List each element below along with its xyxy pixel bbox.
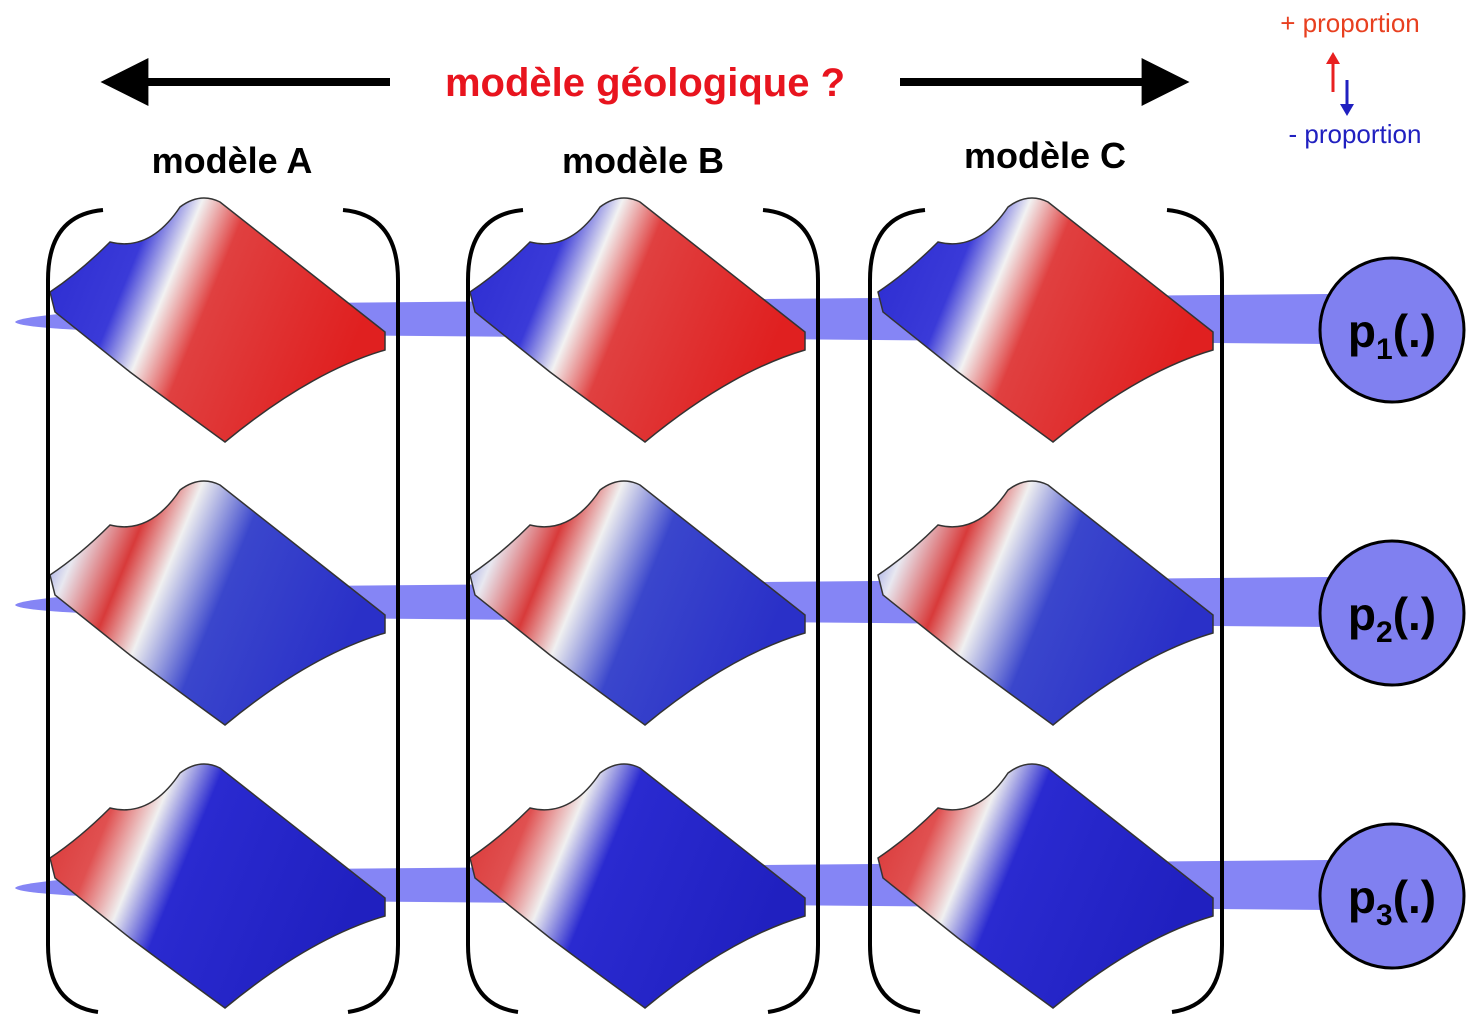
model-label: modèle C [964, 135, 1126, 176]
surface [470, 198, 805, 442]
node-base: p [1348, 305, 1376, 357]
surfaces [50, 198, 1213, 1008]
proportion-circles: p1(.)p2(.)p3(.) [1320, 258, 1464, 968]
model-label: modèle B [562, 140, 724, 181]
proportion-node: p1(.) [1320, 258, 1464, 402]
node-sub: 3 [1376, 899, 1393, 932]
node-label: p1(.) [1348, 305, 1436, 366]
model-label: modèle A [152, 140, 313, 181]
surface [470, 481, 805, 725]
surface [50, 764, 385, 1008]
node-rest: (.) [1393, 871, 1436, 923]
node-label: p3(.) [1348, 871, 1436, 932]
node-label: p2(.) [1348, 588, 1436, 649]
arrow-up-head [1326, 52, 1340, 64]
diagram: modèle géologique ? + proportion - propo… [0, 0, 1472, 1015]
legend-plus: + proportion [1280, 8, 1419, 38]
surface [878, 481, 1213, 725]
proportion-node: p2(.) [1320, 541, 1464, 685]
node-rest: (.) [1393, 305, 1436, 357]
surface [878, 198, 1213, 442]
node-sub: 1 [1376, 333, 1393, 366]
node-base: p [1348, 871, 1376, 923]
surface [470, 764, 805, 1008]
surface [50, 198, 385, 442]
surface [878, 764, 1213, 1008]
surface [50, 481, 385, 725]
node-base: p [1348, 588, 1376, 640]
title: modèle géologique ? [445, 61, 845, 105]
proportion-node: p3(.) [1320, 824, 1464, 968]
arrow-down-head [1340, 104, 1354, 116]
node-rest: (.) [1393, 588, 1436, 640]
legend-minus: - proportion [1289, 119, 1422, 149]
node-sub: 2 [1376, 616, 1393, 649]
